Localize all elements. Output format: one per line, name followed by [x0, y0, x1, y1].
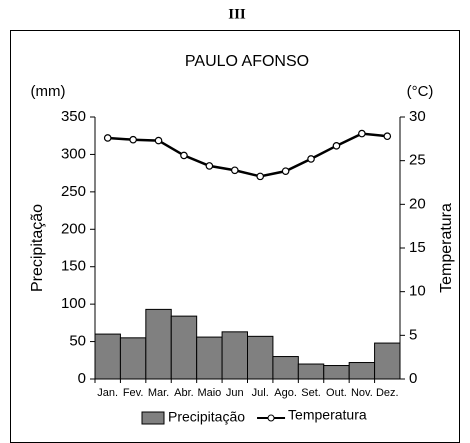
x-tick-label: Ago. — [274, 387, 297, 399]
y-tick-label: 250 — [61, 183, 86, 200]
x-tick-label: Set. — [301, 387, 321, 399]
x-tick-label: Maio — [197, 387, 221, 399]
bar — [323, 365, 350, 380]
y-tick-label: 0 — [78, 370, 86, 387]
point — [383, 132, 392, 141]
y-unit: (mm) — [31, 83, 66, 100]
y2-axis-label: Temperatura — [438, 203, 455, 293]
y2-unit: (°C) — [407, 83, 434, 100]
chart-title: PAULO AFONSO — [185, 53, 309, 70]
legend-swatch — [267, 414, 275, 422]
x-tick-label: Mar. — [148, 387, 169, 399]
bar — [145, 308, 172, 380]
bar — [94, 333, 121, 380]
point — [256, 172, 265, 181]
point — [154, 136, 163, 145]
x-tick-label: Jan. — [97, 387, 118, 399]
point — [205, 162, 214, 170]
y2-tick-label: 0 — [409, 370, 417, 387]
bar — [247, 335, 274, 380]
y-tick-label: 350 — [61, 108, 86, 125]
x-tick-label: Jun — [226, 387, 244, 399]
bar — [272, 356, 299, 380]
bar — [196, 336, 223, 380]
point — [358, 129, 366, 138]
y2-tick-label: 25 — [409, 152, 426, 169]
figure-label: III — [228, 6, 246, 22]
x-tick-label: Out. — [326, 387, 347, 399]
y-tick-label: 300 — [61, 145, 86, 162]
y2-tick-label: 20 — [409, 195, 426, 212]
legend-label: Precipitação — [168, 409, 245, 425]
point — [332, 142, 341, 150]
line — [107, 132, 388, 178]
point — [103, 134, 112, 142]
legend-label: Temperatura — [288, 407, 367, 423]
x-tick-label: Jul. — [252, 387, 269, 399]
point — [230, 166, 239, 175]
point — [180, 151, 188, 160]
x-tick-label: Dez. — [376, 387, 399, 399]
y-tick-label: 100 — [61, 295, 86, 312]
bar — [348, 362, 376, 380]
bar — [297, 363, 325, 380]
point — [307, 155, 315, 163]
x-tick-label: Nov. — [351, 387, 373, 399]
bar — [221, 331, 248, 380]
y2-tick-label: 30 — [409, 108, 426, 125]
y2-tick-label: 5 — [409, 326, 417, 343]
point — [129, 135, 137, 144]
y-tick-label: 50 — [69, 333, 86, 350]
y-tick-label: 200 — [61, 220, 86, 237]
bar — [119, 337, 147, 380]
y-tick-label: 150 — [61, 258, 86, 275]
bar — [170, 315, 198, 380]
legend-swatch — [141, 411, 165, 425]
x-tick-label: Abr. — [174, 387, 194, 399]
y-axis-label: Precipitação — [29, 204, 46, 292]
x-tick-label: Fev. — [123, 387, 144, 399]
point — [281, 167, 290, 175]
bar — [374, 342, 401, 380]
y2-tick-label: 10 — [409, 283, 426, 300]
y2-tick-label: 15 — [409, 239, 426, 256]
